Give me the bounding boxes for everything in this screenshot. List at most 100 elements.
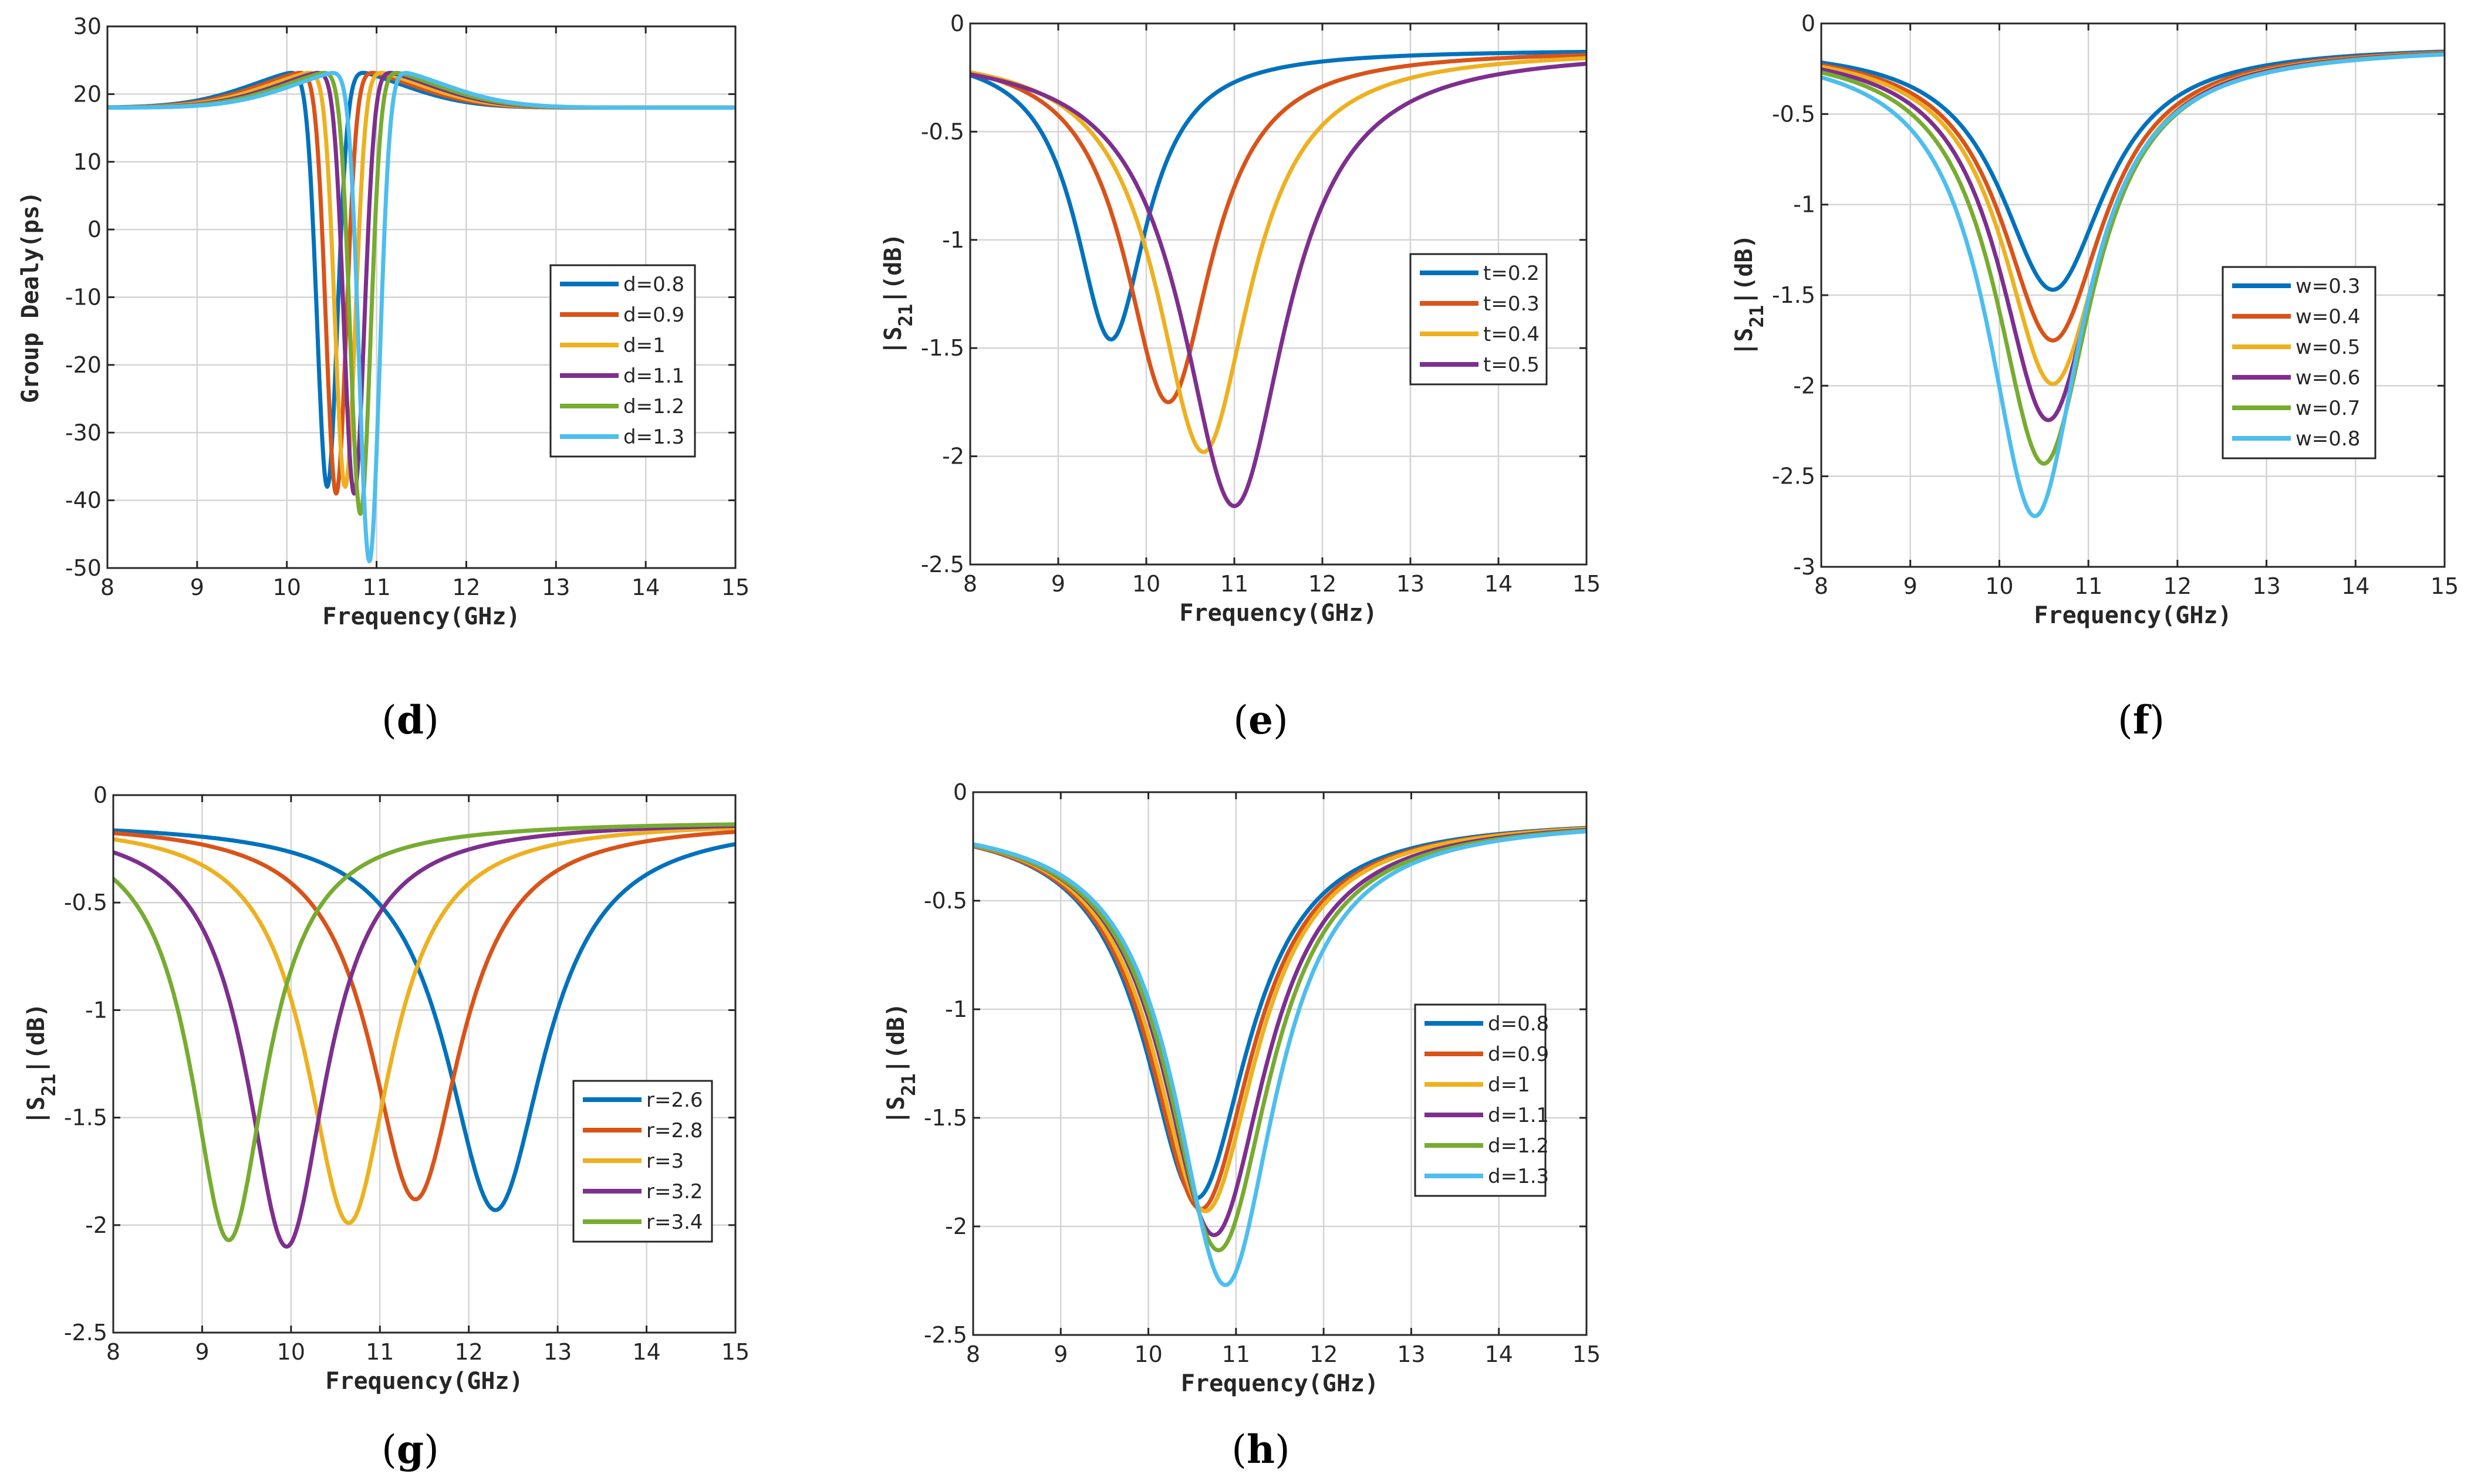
legend-entry: w=0.7 <box>2296 397 2360 420</box>
chart-panel-e: 8 9 10 11 12 13 14 15 0 -0.5 -1 -1.5 -2 -2.5 Frequency… <box>880 11 1601 743</box>
x-tick-label: 11 <box>2074 573 2102 599</box>
y-label-part: |S <box>880 326 907 354</box>
series-group <box>1821 49 2445 519</box>
legend-entry: w=0.8 <box>2296 427 2360 451</box>
x-axis-label: Frequency(GHz) <box>2034 602 2232 629</box>
y-label-part: |S <box>1731 327 1758 356</box>
y-tick-label: 30 <box>73 13 102 39</box>
y-label-part: |(dB) <box>883 1003 910 1073</box>
x-tick-label: 13 <box>1397 1341 1425 1367</box>
legend-entry: d=1 <box>623 334 666 357</box>
legend-entry: d=1.1 <box>1488 1104 1549 1127</box>
legend-entry: d=1.1 <box>623 364 684 388</box>
y-tick-label: 0 <box>953 779 967 805</box>
y-tick-label: -1.5 <box>924 1105 967 1131</box>
series-line-r=3.2 <box>113 824 735 1249</box>
x-tick-label: 13 <box>2252 573 2280 599</box>
y-tick-label: -0.5 <box>921 119 964 144</box>
panel-label-letter: g <box>397 1426 424 1472</box>
axes-box <box>969 22 1588 566</box>
legend: d=0.8 d=0.9 d=1 d=1.1 d=1.2 d=1.3 <box>549 264 696 458</box>
y-tick-label: -1 <box>1793 192 1815 218</box>
y-tick-label: -2.5 <box>1772 464 1815 489</box>
y-tick-label: -2 <box>945 1213 967 1239</box>
x-tick-label: 15 <box>721 574 750 600</box>
panel-label-paren: ) <box>424 698 439 743</box>
y-tick-label: -1.5 <box>1772 282 1815 308</box>
legend-entry: w=0.3 <box>2296 275 2360 298</box>
y-tick-label: 0 <box>1801 11 1815 36</box>
panel-label: (d) <box>382 697 439 743</box>
x-tick-label: 12 <box>1309 1341 1338 1367</box>
x-tick-label: 9 <box>190 574 204 600</box>
legend-entry: w=0.4 <box>2296 305 2360 329</box>
y-tick-label: -0.5 <box>64 890 107 915</box>
y-tick-label: 0 <box>93 782 107 808</box>
y-tick-label: -10 <box>65 285 102 310</box>
legend-box <box>1414 1003 1547 1197</box>
x-tick-label: 15 <box>1572 571 1601 597</box>
legend: t=0.2 t=0.3 t=0.4 t=0.5 <box>1409 253 1548 386</box>
y-tick-label: -40 <box>65 488 102 513</box>
axes-box <box>112 794 737 1334</box>
y-tick-label: -0.5 <box>924 888 967 914</box>
x-tick-label: 9 <box>1054 1341 1068 1367</box>
x-tick-label: 8 <box>963 571 977 597</box>
panel-label-paren: ( <box>2118 698 2133 743</box>
panel-label-paren: ) <box>424 1427 439 1472</box>
x-tick-label: 11 <box>366 1339 394 1365</box>
legend-entry: d=0.8 <box>623 273 684 296</box>
legend-entry: d=0.9 <box>623 303 684 327</box>
panel-label-paren: ( <box>1233 698 1248 743</box>
panel-label: (h) <box>1231 1426 1290 1472</box>
panel-label-letter: f <box>2133 697 2152 743</box>
legend-entry: r=3.2 <box>646 1180 703 1204</box>
y-axis-label: |S21|(dB) <box>880 233 917 354</box>
series-group <box>113 822 735 1249</box>
y-axis-label: |S21|(dB) <box>23 1003 60 1124</box>
y-tick-label: -1 <box>942 227 964 253</box>
x-tick-label: 13 <box>1396 571 1424 597</box>
y-label-subscript: 21 <box>897 1073 920 1096</box>
y-axis-label: |S21|(dB) <box>883 1003 920 1124</box>
series-line-w=0.8 <box>1821 52 2445 519</box>
legend: r=2.6 r=2.8 r=3 r=3.2 r=3.4 <box>572 1080 713 1243</box>
legend-entry: r=3.4 <box>646 1211 703 1234</box>
panel-label-paren: ( <box>382 698 397 743</box>
y-tick-label: -2.5 <box>924 1322 967 1348</box>
chart-panel-h: 8 9 10 11 12 13 14 15 0 -0.5 -1 -1.5 -2 -2.5 Frequency… <box>883 779 1601 1472</box>
legend-entry: w=0.5 <box>2296 336 2360 359</box>
y-label-part: |(dB) <box>1731 234 1758 305</box>
x-tick-label: 15 <box>721 1339 750 1365</box>
series-line-t=0.2 <box>970 50 1586 342</box>
legend-entry: r=2.8 <box>646 1119 703 1142</box>
panel-label-letter: e <box>1248 697 1273 743</box>
y-tick-label: -1 <box>85 997 107 1023</box>
legend-entry: d=0.8 <box>1488 1012 1549 1036</box>
panel-label: (g) <box>382 1426 439 1472</box>
x-axis-label: Frequency(GHz) <box>325 1368 523 1395</box>
y-label-part: |(dB) <box>880 233 907 303</box>
x-tick-label: 11 <box>1222 1341 1250 1367</box>
panel-label-paren: ) <box>1273 698 1288 743</box>
legend-entry: d=1 <box>1488 1073 1530 1097</box>
x-tick-label: 14 <box>632 574 660 600</box>
y-label-part: |S <box>23 1096 50 1124</box>
series-line-r=2.8 <box>113 830 735 1202</box>
legend-entry: d=1.3 <box>623 425 684 449</box>
series-group <box>970 50 1586 508</box>
series-line-r=3 <box>113 826 735 1225</box>
series-line-r=2.6 <box>113 828 735 1212</box>
x-tick-label: 15 <box>1572 1341 1601 1367</box>
series-line-t=0.3 <box>970 53 1586 404</box>
legend-entry: w=0.6 <box>2296 366 2360 390</box>
panel-label-letter: d <box>397 697 424 743</box>
series-line-d=1.3 <box>107 70 735 563</box>
y-tick-label: 0 <box>87 217 102 242</box>
x-axis-label: Frequency(GHz) <box>322 603 520 630</box>
x-tick-label: 12 <box>452 574 480 600</box>
series-group <box>973 826 1586 1287</box>
y-tick-label: -0.5 <box>1772 101 1815 127</box>
y-tick-label: -2.5 <box>921 552 964 577</box>
